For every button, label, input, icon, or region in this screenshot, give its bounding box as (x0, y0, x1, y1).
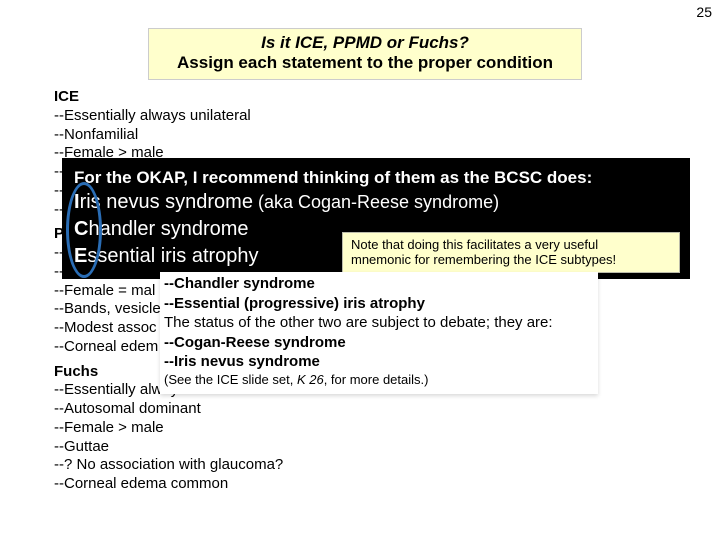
title-line-1: Is it ICE, PPMD or Fuchs? (155, 33, 575, 53)
list-item: --Autosomal dominant (54, 400, 283, 419)
overlay-text: The status of the other two are subject … (164, 313, 594, 333)
note-box: Note that doing this facilitates a very … (342, 232, 680, 273)
mnemonic-text: handler syndrome (88, 218, 248, 240)
list-item: --Corneal edema common (54, 475, 283, 494)
list-item: --Essentially always unilateral (54, 107, 283, 126)
list-item: --? No association with glaucoma? (54, 456, 283, 475)
black-mnemonic-box: For the OKAP, I recommend thinking of th… (62, 158, 690, 279)
mnemonic-cap: C (74, 218, 88, 240)
mnemonic-line: Iris nevus syndrome (aka Cogan-Reese syn… (74, 190, 684, 215)
title-line-2: Assign each statement to the proper cond… (155, 53, 575, 73)
mnemonic-cap: E (74, 245, 87, 267)
mnemonic-text: ris nevus syndrome (80, 191, 253, 213)
overlay-item: --Essential (progressive) iris atrophy (164, 294, 594, 314)
overlay-item: --Iris nevus syndrome (164, 352, 594, 372)
black-lead-text: For the OKAP, I recommend thinking of th… (74, 168, 684, 188)
list-item: --Female > male (54, 419, 283, 438)
see-text: (See the ICE slide set, (164, 372, 297, 387)
ice-header: ICE (54, 88, 283, 107)
overlay-item: --Chandler syndrome (164, 274, 594, 294)
white-overlay-box: --Chandler syndrome --Essential (progres… (160, 272, 598, 394)
overlay-see: (See the ICE slide set, K 26, for more d… (164, 372, 594, 389)
note-line: mnemonic for remembering the ICE subtype… (351, 252, 671, 268)
page-number: 25 (696, 4, 712, 20)
see-text: , for more details.) (324, 372, 429, 387)
list-item: --Guttae (54, 438, 283, 457)
overlay-item: --Cogan-Reese syndrome (164, 333, 594, 353)
mnemonic-text: ssential iris atrophy (87, 245, 258, 267)
list-item: --Nonfamilial (54, 126, 283, 145)
note-line: Note that doing this facilitates a very … (351, 237, 671, 253)
mnemonic-paren: (aka Cogan-Reese syndrome) (253, 192, 499, 212)
slide-root: 25 Is it ICE, PPMD or Fuchs? Assign each… (0, 0, 720, 540)
see-ref: K 26 (297, 372, 324, 387)
title-box: Is it ICE, PPMD or Fuchs? Assign each st… (148, 28, 582, 80)
